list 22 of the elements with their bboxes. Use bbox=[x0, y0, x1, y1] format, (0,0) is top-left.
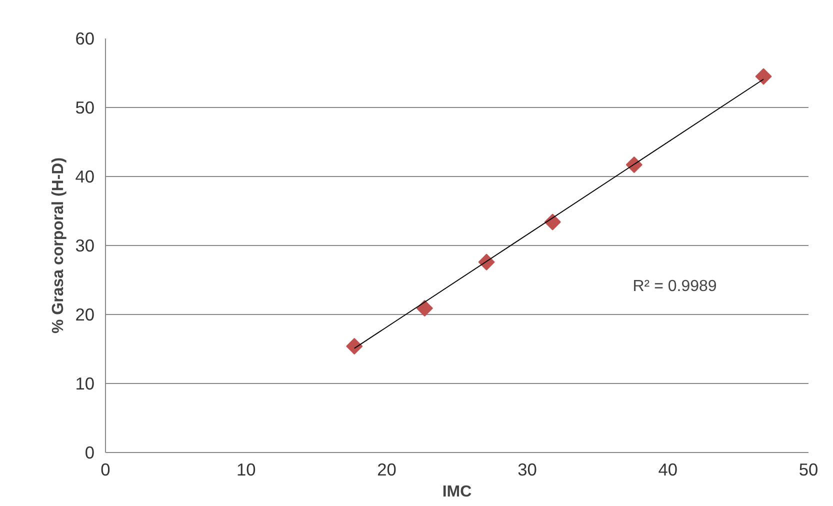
x-tick-label: 40 bbox=[658, 460, 678, 480]
y-tick-label: 60 bbox=[75, 28, 95, 48]
y-tick-label: 40 bbox=[75, 166, 95, 186]
x-tick-label: 50 bbox=[798, 460, 818, 480]
point bbox=[626, 156, 642, 174]
y-tick-label: 0 bbox=[84, 442, 95, 462]
x-tick-label: 10 bbox=[236, 460, 256, 480]
y-tick-label: 20 bbox=[75, 304, 95, 324]
point bbox=[416, 300, 433, 317]
y-tick-label: 30 bbox=[75, 236, 95, 256]
x-tick-label: 20 bbox=[377, 460, 396, 480]
y-tick-label: 10 bbox=[75, 374, 95, 394]
annotation: R² = 0.9989 bbox=[632, 278, 717, 296]
y-axis-title: % Grasa corporal (H-D) bbox=[50, 157, 68, 334]
x-tick-label: 0 bbox=[100, 460, 110, 480]
point bbox=[755, 68, 772, 85]
point bbox=[346, 338, 363, 355]
x-axis-title: IMC bbox=[442, 484, 472, 500]
x-tick-label: 30 bbox=[518, 460, 537, 480]
point bbox=[478, 254, 495, 270]
point bbox=[544, 214, 561, 230]
y-tick-label: 50 bbox=[75, 98, 95, 118]
